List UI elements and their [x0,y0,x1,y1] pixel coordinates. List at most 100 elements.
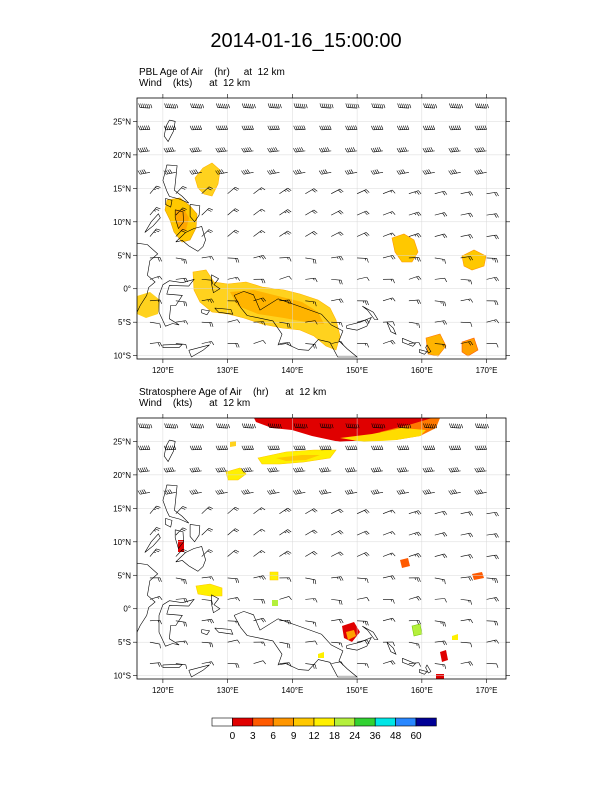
wind-barb [357,577,369,584]
colorbar-swatch [252,717,274,727]
pbl-coastlines [137,119,432,358]
wind-barb [382,552,396,557]
wind-barb [344,467,358,473]
wind-barb [434,510,448,516]
wind-barb [382,509,396,514]
wind-barb [305,577,317,585]
wind-barb [201,576,214,581]
coastline [201,309,211,316]
wind-barb [267,103,282,109]
wind-barb [175,506,187,514]
wind-barb [382,599,395,604]
wind-barb [486,663,499,668]
wind-barb [201,599,213,605]
wind-barb [382,340,396,345]
wind-barb [486,577,498,584]
wind-barb [201,229,213,237]
wind-barb [331,231,344,237]
coastline [165,198,173,208]
wind-barb [201,321,214,327]
wind-barb [344,489,358,495]
wind-barb [370,147,384,153]
panel2-wind-level: at 12 km [209,398,251,409]
coastline [386,641,397,655]
y-tick-label: 20°N [113,471,131,480]
wind-barb [163,147,176,153]
wind-barb [267,125,280,131]
wind-barb [279,230,292,237]
wind-barb [189,125,203,131]
y-tick-label: 0° [123,605,131,614]
coastline [158,598,195,647]
wind-barb [356,232,370,237]
wind-barb [460,532,474,538]
wind-barb [305,598,318,603]
colorbar-swatch [293,717,315,727]
wind-barb [486,213,499,218]
wind-barb [293,103,308,109]
wind-barb [149,527,161,536]
wind-barb [331,661,344,666]
wind-barb [253,599,266,604]
wind-barb [216,103,230,109]
wind-barb [434,190,448,196]
wind-barb [460,234,474,239]
panel1-variable-label: PBL Age of Air [139,67,204,78]
wind-barb [279,550,292,557]
wind-barb [267,423,282,429]
wind-barb [215,125,228,131]
wind-barb [434,320,448,325]
coastline [211,594,221,614]
wind-barb [460,191,474,196]
coastline [419,349,428,355]
pbl-shade-philippines-core [175,209,189,232]
wind-barb [486,191,499,197]
wind-barb [356,189,370,194]
wind-barb [293,467,306,473]
wind-barb [149,619,162,625]
wind-barb [267,467,280,473]
wind-barb [434,343,447,349]
pbl-shade-luzon [194,162,221,197]
wind-barb [201,549,213,557]
wind-barb [460,212,474,218]
wind-barb [201,618,214,624]
wind-barb [486,620,499,626]
wind-barb [422,489,435,495]
wind-barb [267,445,280,451]
wind-barb [305,300,317,307]
pbl-axes: 120°E 130°E 140°E 150°E 160°E 170°E 25°N 20°N 15… [113,94,510,375]
coastline [386,321,397,335]
wind-barb [370,489,384,495]
wind-barb [357,663,369,668]
wind-barb [460,256,473,261]
wind-barb [345,445,358,451]
panel2-wind-units: (kts) [172,398,193,409]
wind-barb [434,233,448,239]
wind-barb [189,489,202,495]
wind-barb [408,662,421,667]
wind-barb [357,319,370,324]
y-tick-label: 5°S [118,638,131,647]
pbl-shade-marshall [391,233,419,263]
wind-barb [357,300,369,306]
wind-barb [396,467,409,473]
wind-barb [382,297,396,302]
wind-barb [370,467,384,473]
wind-barb [279,596,292,601]
wind-barb [279,342,292,347]
panel1-variable-units: (hr) [214,67,230,78]
coastline [346,636,372,651]
coastline [175,226,206,252]
wind-barb [474,445,487,451]
colorbar-swatch [211,717,233,727]
wind-barb [227,577,240,584]
wind-barb [331,341,344,346]
wind-barb [422,169,435,175]
wind-barb [434,532,448,537]
panel2-wind-line: Wind (kts) at 12 km [139,398,326,409]
wind-barb [474,125,487,131]
colorbar-label: 3 [250,731,256,742]
wind-barb [293,125,306,131]
wind-barb [279,619,292,625]
